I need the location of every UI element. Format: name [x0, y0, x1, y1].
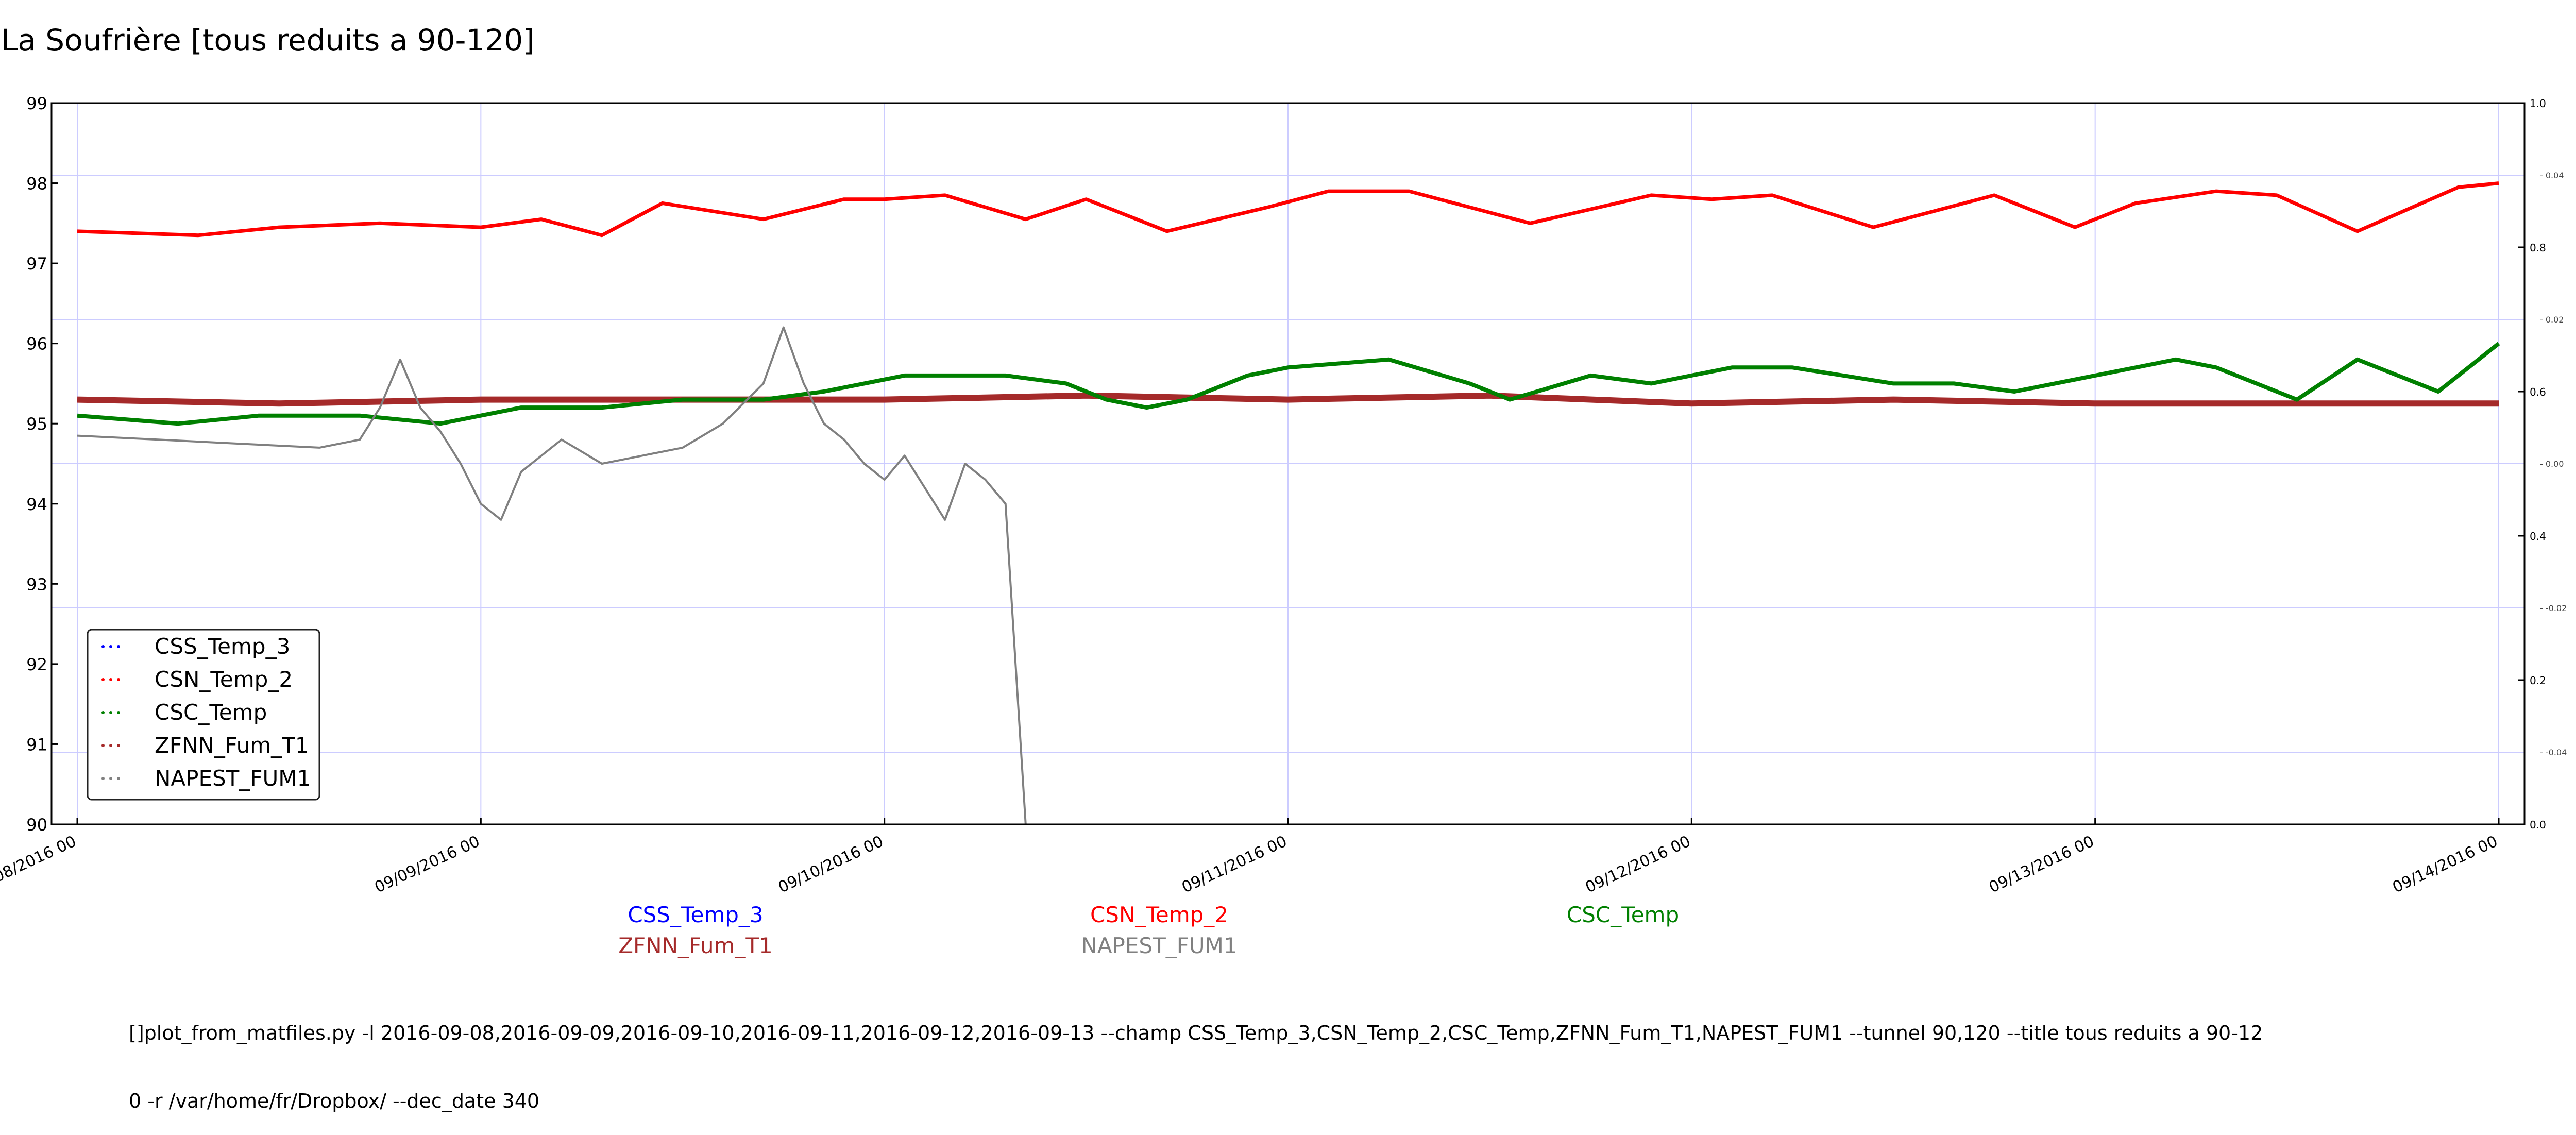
legend-marker: [117, 711, 120, 714]
label-csc-temp: CSC_Temp: [1567, 902, 1679, 927]
series-csn-temp-2: [77, 181, 2499, 238]
x-tick-label: 09/09/2016 00: [372, 833, 483, 897]
legend-label: ZFNN_Fum_T1: [155, 733, 309, 758]
series-napest-fum1: [77, 326, 1027, 825]
y-tick-label: 92: [26, 655, 47, 674]
y2-tick-label: 1.0: [2530, 97, 2546, 110]
y-tick-label: 95: [26, 414, 47, 434]
legend-label: NAPEST_FUM1: [155, 766, 311, 791]
y-tick-label: 98: [26, 174, 47, 194]
x-tick-label: 09/08/2016 00: [0, 833, 79, 897]
legend-marker: [117, 645, 120, 648]
y2-tick-label: 0.2: [2530, 674, 2546, 687]
command-line-2: 0 -r /var/home/fr/Dropbox/ --dec_date 34…: [129, 1090, 540, 1112]
legend-marker: [101, 744, 105, 747]
legend-marker: [117, 678, 120, 681]
label-csn-temp-2: CSN_Temp_2: [1090, 902, 1228, 927]
y-axis: 90 91 92 93 94 95 96 97 98 99: [26, 94, 58, 835]
legend-marker: [109, 777, 112, 780]
chart-title: La Soufrière [tous reduits a 90-120]: [1, 23, 535, 58]
x-tick-label: 09/12/2016 00: [1583, 833, 1693, 897]
y2-inner-tick-label: - 0.04: [2540, 171, 2564, 180]
y-tick-label: 94: [26, 495, 47, 514]
label-css-temp-3: CSS_Temp_3: [628, 902, 763, 927]
legend-marker: [101, 678, 105, 681]
legend-marker: [101, 777, 105, 780]
legend: CSS_Temp_3 CSN_Temp_2 CSC_Temp ZFNN_Fum_T1 N…: [87, 629, 320, 801]
label-napest-fum1: NAPEST_FUM1: [1081, 933, 1237, 958]
x-tick-label: 09/13/2016 00: [1986, 833, 2097, 897]
y2-tick-label: 0.0: [2530, 819, 2546, 831]
x-axis: 09/08/2016 00 09/09/2016 00 09/10/2016 00 0…: [0, 818, 2500, 896]
legend-label: CSC_Temp: [155, 700, 267, 725]
series-zfnn-fum-t1: [77, 392, 2499, 407]
command-line-1: []plot_from_matfiles.py -l 2016-09-08,20…: [129, 1022, 2263, 1044]
x-tick-label: 09/10/2016 00: [775, 833, 886, 897]
legend-marker: [109, 744, 112, 747]
legend-marker: [117, 777, 120, 780]
command-line: []plot_from_matfiles.py -l 2016-09-08,20…: [129, 976, 2263, 1135]
x-tick-label: 09/14/2016 00: [2390, 833, 2501, 897]
legend-marker: [109, 678, 112, 681]
y2-tick-label: 0.4: [2530, 530, 2546, 543]
label-zfnn-fum-t1: ZFNN_Fum_T1: [618, 933, 773, 958]
y-tick-label: 97: [26, 254, 47, 274]
y-tick-label: 90: [26, 815, 47, 835]
series-layer: [77, 181, 2500, 825]
legend-marker: [109, 645, 112, 648]
chart: La Soufrière [tous reduits a 90-120] 909…: [0, 23, 2567, 958]
legend-marker: [109, 711, 112, 714]
y2-inner-tick-label: - 0.00: [2540, 459, 2564, 469]
series-csc-temp: [77, 342, 2500, 426]
y2-inner-axis: - -0.04 - -0.02 - 0.00 - 0.02 - 0.04: [2540, 171, 2567, 757]
y2-inner-tick-label: - 0.02: [2540, 315, 2564, 325]
grid: [52, 103, 2524, 824]
y2-outer-axis: 0.0 0.2 0.4 0.6 0.8 1.0: [2518, 97, 2546, 831]
y2-tick-label: 0.8: [2530, 242, 2546, 254]
y-tick-label: 96: [26, 334, 47, 354]
legend-label: CSN_Temp_2: [155, 667, 293, 692]
legend-label: CSS_Temp_3: [155, 634, 290, 659]
y-tick-label: 91: [26, 735, 47, 754]
y-tick-label: 99: [26, 94, 47, 113]
legend-marker: [101, 645, 105, 648]
x-tick-label: 09/11/2016 00: [1179, 833, 1290, 897]
legend-marker: [101, 711, 105, 714]
y2-tick-label: 0.6: [2530, 386, 2546, 398]
legend-marker: [117, 744, 120, 747]
y2-inner-tick-label: - -0.04: [2540, 748, 2567, 757]
y-tick-label: 93: [26, 574, 47, 594]
y2-inner-tick-label: - -0.02: [2540, 603, 2567, 613]
